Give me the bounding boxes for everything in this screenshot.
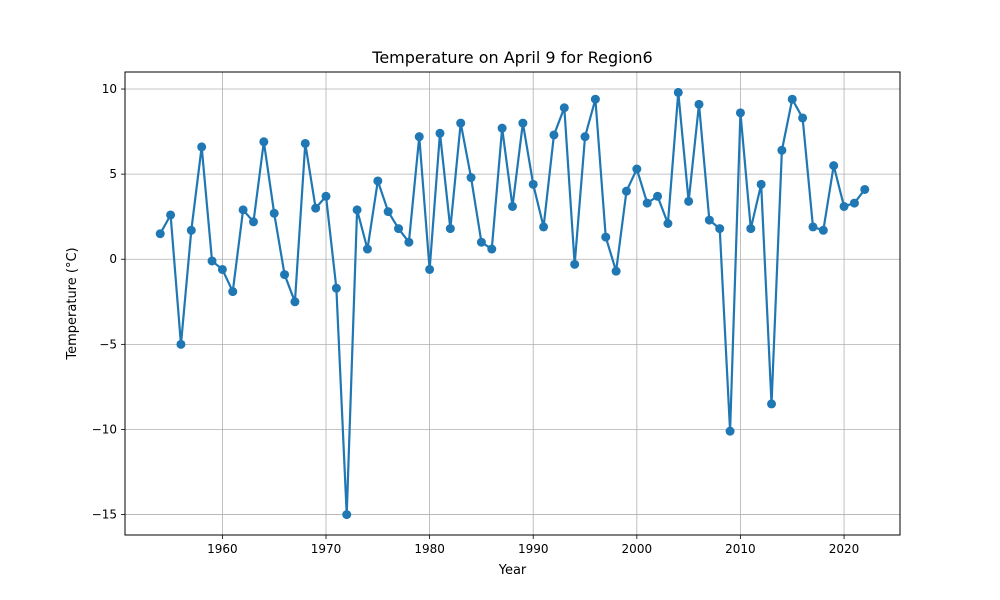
data-point bbox=[290, 297, 300, 307]
data-point bbox=[735, 108, 745, 118]
data-point bbox=[663, 218, 673, 228]
data-point bbox=[186, 225, 196, 235]
data-point bbox=[362, 244, 372, 254]
data-point bbox=[632, 164, 642, 174]
data-point bbox=[798, 113, 808, 123]
data-point bbox=[653, 191, 663, 201]
data-point bbox=[394, 224, 404, 234]
data-point bbox=[818, 225, 828, 235]
data-point bbox=[155, 229, 165, 239]
data-point bbox=[787, 94, 797, 104]
data-point bbox=[508, 201, 517, 211]
x-tick-label: 2000 bbox=[622, 542, 653, 556]
data-point bbox=[373, 176, 383, 186]
data-point bbox=[176, 339, 186, 349]
data-point bbox=[487, 244, 497, 254]
x-tick-label: 2020 bbox=[829, 542, 860, 556]
data-point bbox=[725, 426, 735, 436]
x-tick-label: 1990 bbox=[518, 542, 549, 556]
grid-lines bbox=[125, 72, 900, 535]
data-point bbox=[166, 210, 176, 220]
data-point bbox=[756, 179, 766, 189]
chart-title: Temperature on April 9 for Region6 bbox=[371, 48, 652, 67]
data-point bbox=[228, 287, 238, 297]
data-point bbox=[590, 94, 600, 104]
data-point bbox=[259, 137, 269, 147]
data-point bbox=[425, 264, 435, 274]
x-axis-label: Year bbox=[498, 563, 527, 578]
data-point bbox=[331, 283, 341, 293]
data-point bbox=[642, 198, 652, 208]
x-tick-label: 2010 bbox=[725, 542, 756, 556]
data-point bbox=[601, 232, 611, 242]
data-point bbox=[311, 203, 321, 213]
data-point bbox=[248, 217, 258, 227]
data-point bbox=[238, 205, 248, 215]
y-tick-label: −10 bbox=[92, 422, 117, 436]
y-tick-label: −5 bbox=[99, 337, 117, 351]
data-point bbox=[280, 270, 290, 280]
data-point bbox=[715, 224, 725, 234]
data-point bbox=[849, 198, 859, 208]
data-point bbox=[694, 99, 704, 109]
data-point bbox=[559, 103, 569, 113]
data-point bbox=[704, 215, 714, 225]
data-point bbox=[435, 128, 445, 138]
data-point bbox=[580, 132, 590, 142]
data-point bbox=[414, 132, 424, 142]
x-tick-label: 1980 bbox=[414, 542, 445, 556]
data-point bbox=[808, 222, 818, 232]
data-point bbox=[300, 138, 310, 148]
data-point bbox=[456, 118, 466, 128]
data-point bbox=[342, 510, 352, 520]
data-point bbox=[217, 264, 227, 274]
data-point bbox=[829, 161, 839, 171]
data-point bbox=[570, 259, 580, 269]
data-point bbox=[383, 207, 393, 217]
data-point bbox=[352, 205, 362, 215]
data-point bbox=[767, 399, 777, 409]
data-point bbox=[684, 196, 694, 206]
data-point bbox=[528, 179, 538, 189]
data-point bbox=[746, 224, 756, 234]
data-point bbox=[321, 191, 331, 201]
y-axis-label: Temperature (°C) bbox=[65, 247, 80, 360]
data-point bbox=[207, 256, 217, 266]
data-point bbox=[445, 224, 455, 234]
data-point bbox=[539, 222, 549, 232]
data-point bbox=[777, 145, 787, 155]
y-tick-label: −15 bbox=[92, 508, 117, 522]
data-point bbox=[673, 87, 683, 97]
data-point bbox=[611, 266, 621, 276]
data-point bbox=[621, 186, 631, 196]
plot-area-frame bbox=[124, 71, 901, 536]
y-tick-label: 10 bbox=[102, 82, 117, 96]
series-layer bbox=[155, 87, 870, 520]
data-point bbox=[404, 237, 414, 247]
data-point bbox=[518, 118, 528, 128]
y-tick-label: 5 bbox=[109, 167, 117, 181]
data-point bbox=[497, 123, 507, 133]
x-tick-label: 1970 bbox=[311, 542, 342, 556]
data-point bbox=[197, 142, 207, 152]
data-point bbox=[466, 173, 476, 183]
data-point bbox=[549, 130, 559, 140]
data-point bbox=[839, 201, 849, 211]
axis-ticks: 1960 1970 1980 1990 2000 2010 2020 −15 −10 −5 0 5 10 bbox=[92, 82, 860, 556]
data-point bbox=[476, 237, 486, 247]
y-tick-label: 0 bbox=[109, 252, 117, 266]
data-point bbox=[860, 184, 870, 194]
data-point bbox=[269, 208, 279, 218]
x-tick-label: 1960 bbox=[207, 542, 238, 556]
